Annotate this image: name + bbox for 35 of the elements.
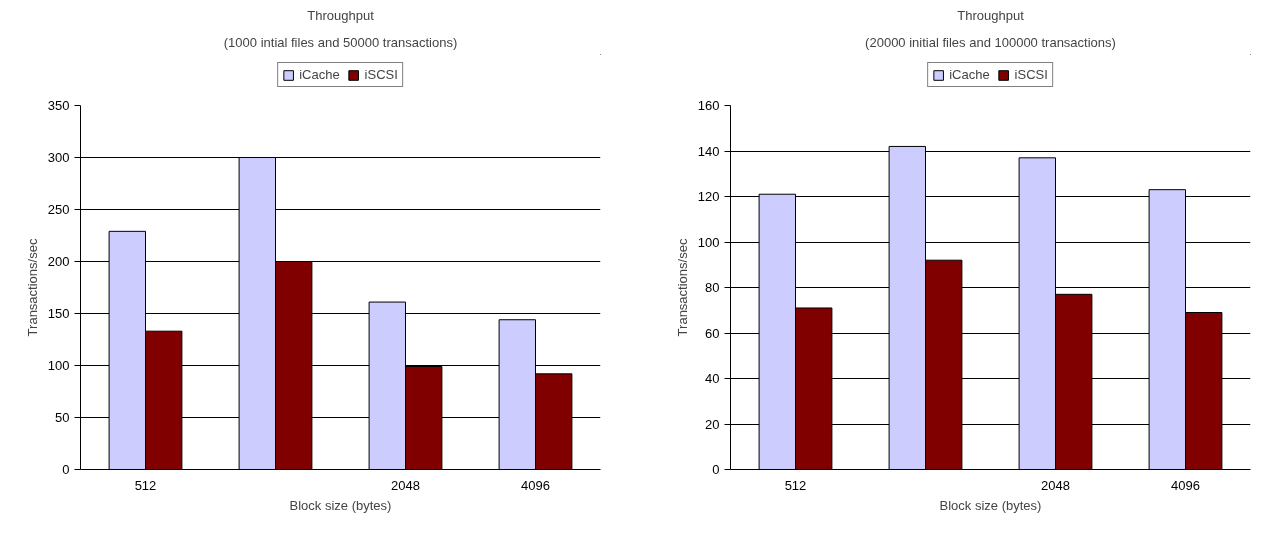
y-tick-label: 60 — [705, 325, 720, 341]
y-tick-label: 150 — [47, 306, 70, 321]
chart-title: Throughput — [957, 7, 1025, 23]
legend-label: iCache — [299, 67, 340, 82]
chart-title: Throughput — [307, 7, 375, 23]
chart-subtitle: (1000 intial files and 50000 transactions) — [223, 34, 458, 50]
y-tick-label: 80 — [705, 280, 720, 295]
x-tick-label: 512 — [134, 477, 157, 493]
legend-label: iCache — [949, 67, 990, 82]
y-tick-label: 250 — [47, 202, 70, 217]
y-axis-title: Transactions/sec — [674, 238, 690, 337]
y-axis-title: Transactions/sec — [24, 238, 40, 337]
y-tick-label: 200 — [47, 254, 70, 269]
x-axis-title: Block size (bytes) — [939, 497, 1042, 513]
x-tick-label: 512 — [784, 477, 807, 493]
x-axis-title: Block size (bytes) — [289, 497, 392, 513]
y-tick-label: 160 — [697, 98, 720, 113]
legend-label: iSCSI — [364, 67, 398, 82]
x-tick-label: 4096 — [521, 477, 550, 493]
x-tick-label: 2048 — [391, 477, 420, 493]
y-tick-label: 350 — [47, 98, 70, 113]
y-tick-label: 50 — [55, 410, 70, 425]
y-tick-label: 300 — [47, 150, 70, 165]
x-tick-label: 4096 — [1171, 477, 1200, 493]
y-tick-label: 0 — [62, 462, 70, 477]
x-tick-label: 2048 — [1041, 477, 1070, 493]
y-tick-label: 120 — [697, 189, 720, 204]
y-tick-label: 100 — [697, 234, 720, 250]
legend-label: iSCSI — [1014, 67, 1048, 82]
chart-subtitle: (20000 initial files and 100000 transactions) — [865, 34, 1116, 50]
y-tick-label: 0 — [712, 462, 720, 477]
y-tick-label: 100 — [47, 358, 70, 373]
y-tick-label: 40 — [705, 371, 720, 386]
y-tick-label: 140 — [697, 143, 720, 159]
y-tick-label: 20 — [705, 416, 720, 432]
